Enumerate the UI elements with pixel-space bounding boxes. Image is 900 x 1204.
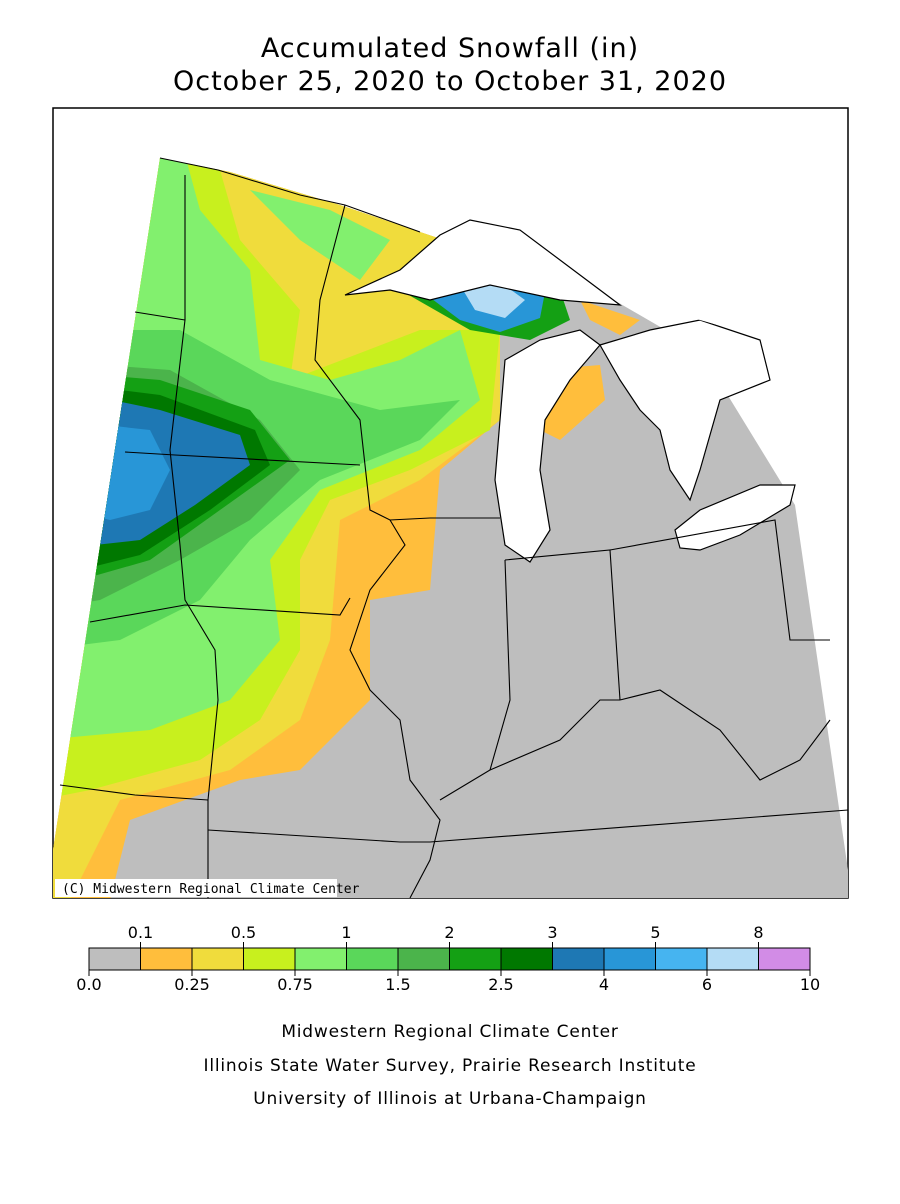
legend-swatch [294, 947, 347, 971]
legend-label: 4 [599, 975, 609, 994]
legend-swatch [191, 947, 244, 971]
copyright-box [55, 879, 337, 897]
legend-label: 1.5 [385, 975, 410, 994]
legend-label: 10 [800, 975, 820, 994]
legend-swatch [603, 947, 656, 971]
legend-label: 2 [444, 923, 454, 942]
legend-label: 6 [702, 975, 712, 994]
state-boundaries [59, 157, 849, 899]
copyright: (C) Midwestern Regional Climate Center [62, 882, 360, 897]
legend-swatch [500, 947, 553, 971]
lakes [344, 130, 796, 563]
legend-label: 0.75 [277, 975, 313, 994]
lake [674, 484, 796, 551]
lake [494, 329, 601, 563]
legend-label: 0.25 [174, 975, 210, 994]
legend-label: 1 [341, 923, 351, 942]
canada-area [470, 130, 780, 340]
legend-swatch [397, 947, 450, 971]
legend-label: 0.0 [76, 975, 101, 994]
legend-swatch [706, 947, 759, 971]
legend-swatch [140, 947, 193, 971]
legend: 0.0 0.1 0.25 0.5 0.75 1 1.5 2 2.5 3 4 5 6 8 10 [76, 923, 820, 994]
legend-label: 5 [650, 923, 660, 942]
legend-swatch [758, 947, 811, 971]
legend-label: 3 [547, 923, 557, 942]
footer-line: Illinois State Water Survey, Prairie Res… [204, 1056, 697, 1076]
legend-swatch [552, 947, 605, 971]
legend-swatch [346, 947, 399, 971]
legend-label: 0.5 [231, 923, 256, 942]
snow-region [250, 190, 390, 280]
title-line: October 25, 2020 to October 31, 2020 [173, 66, 727, 97]
legend-swatch [655, 947, 708, 971]
snow-region [580, 300, 640, 335]
legend-label: 2.5 [488, 975, 513, 994]
legend-swatch [88, 947, 141, 971]
footer-line: Midwestern Regional Climate Center [281, 1022, 618, 1042]
legend-swatch [243, 947, 296, 971]
legend-swatch [449, 947, 502, 971]
legend-label: 8 [753, 923, 763, 942]
snow-region [460, 282, 525, 318]
footer-line: University of Illinois at Urbana-Champai… [253, 1089, 646, 1109]
lake [344, 219, 623, 306]
title-line: Accumulated Snowfall (in) [261, 33, 639, 64]
legend-label: 0.1 [128, 923, 153, 942]
